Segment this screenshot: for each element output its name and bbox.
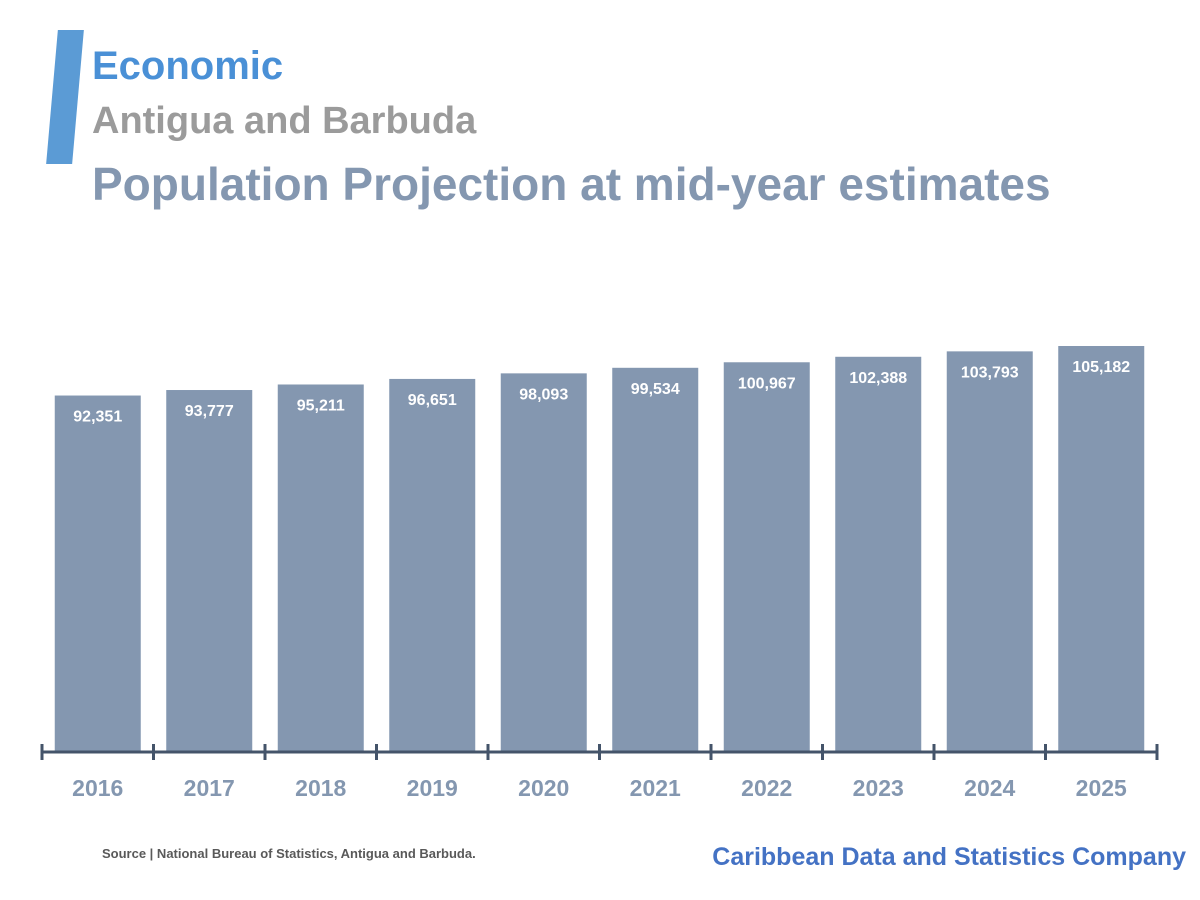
- data-label-2017: 93,777: [185, 403, 234, 420]
- x-tick-label-2024: 2024: [964, 775, 1015, 801]
- bar-2016: [54, 395, 141, 752]
- bar-2024: [946, 351, 1033, 752]
- x-tick-label-2016: 2016: [72, 775, 123, 801]
- company-name: Caribbean Data and Statistics Company: [712, 843, 1186, 871]
- bar-2021: [612, 367, 699, 752]
- x-tick-label-2019: 2019: [407, 775, 458, 801]
- bar-2017: [166, 390, 253, 752]
- bar-2020: [500, 373, 587, 752]
- bar-2023: [835, 356, 922, 752]
- x-tick-label-2018: 2018: [295, 775, 346, 801]
- x-tick-label-2020: 2020: [518, 775, 569, 801]
- bar-2022: [723, 362, 810, 752]
- data-label-2022: 100,967: [738, 375, 796, 392]
- bar-2019: [389, 378, 476, 752]
- x-tick-label-2017: 2017: [184, 775, 235, 801]
- data-label-2016: 92,351: [73, 409, 122, 426]
- data-label-2018: 95,211: [297, 397, 345, 414]
- data-label-2023: 102,388: [849, 370, 907, 387]
- x-tick-label-2021: 2021: [630, 775, 681, 801]
- data-label-2020: 98,093: [519, 386, 568, 403]
- bar-2025: [1058, 346, 1145, 752]
- x-tick-label-2023: 2023: [853, 775, 904, 801]
- source-note: Source | National Bureau of Statistics, …: [102, 846, 476, 861]
- bar-2018: [277, 384, 364, 752]
- data-label-2025: 105,182: [1072, 359, 1130, 376]
- x-tick-label-2022: 2022: [741, 775, 792, 801]
- chart-title: Population Projection at mid-year estima…: [92, 158, 1051, 210]
- data-label-2019: 96,651: [408, 392, 457, 409]
- data-label-2024: 103,793: [961, 364, 1019, 381]
- section-title: Economic: [92, 44, 284, 88]
- data-label-2021: 99,534: [631, 381, 680, 398]
- country-title: Antigua and Barbuda: [92, 100, 477, 142]
- x-tick-label-2025: 2025: [1076, 775, 1127, 801]
